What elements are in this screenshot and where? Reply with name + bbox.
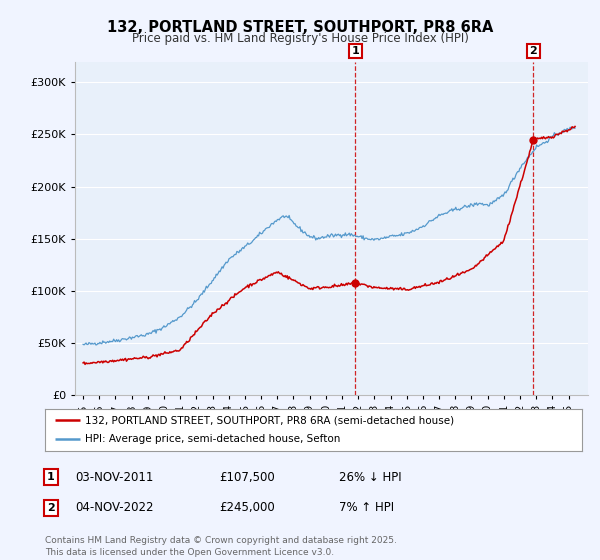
Text: Contains HM Land Registry data © Crown copyright and database right 2025.: Contains HM Land Registry data © Crown c… xyxy=(45,536,397,545)
Text: 1: 1 xyxy=(47,472,55,482)
Text: 1: 1 xyxy=(352,46,359,56)
Text: £245,000: £245,000 xyxy=(219,501,275,515)
Text: 04-NOV-2022: 04-NOV-2022 xyxy=(75,501,154,515)
Text: 132, PORTLAND STREET, SOUTHPORT, PR8 6RA: 132, PORTLAND STREET, SOUTHPORT, PR8 6RA xyxy=(107,20,493,35)
Text: 7% ↑ HPI: 7% ↑ HPI xyxy=(339,501,394,515)
Text: This data is licensed under the Open Government Licence v3.0.: This data is licensed under the Open Gov… xyxy=(45,548,334,557)
Text: 03-NOV-2011: 03-NOV-2011 xyxy=(75,470,154,484)
Text: Price paid vs. HM Land Registry's House Price Index (HPI): Price paid vs. HM Land Registry's House … xyxy=(131,32,469,45)
Text: 2: 2 xyxy=(530,46,538,56)
Text: £107,500: £107,500 xyxy=(219,470,275,484)
Text: 132, PORTLAND STREET, SOUTHPORT, PR8 6RA (semi-detached house): 132, PORTLAND STREET, SOUTHPORT, PR8 6RA… xyxy=(85,415,454,425)
Text: HPI: Average price, semi-detached house, Sefton: HPI: Average price, semi-detached house,… xyxy=(85,435,341,445)
Text: 26% ↓ HPI: 26% ↓ HPI xyxy=(339,470,401,484)
Text: 2: 2 xyxy=(47,503,55,513)
